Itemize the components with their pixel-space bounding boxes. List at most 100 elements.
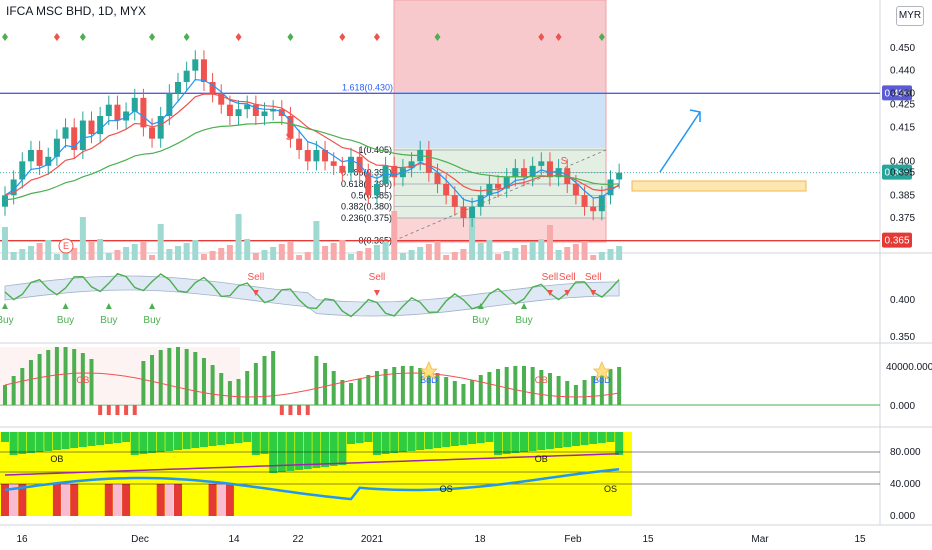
candle-body xyxy=(270,109,277,112)
candle-body xyxy=(313,150,320,162)
heat-bar-low xyxy=(217,484,226,516)
heat-bar xyxy=(182,432,191,449)
volume-bar xyxy=(546,225,553,260)
oscillator-bar xyxy=(98,405,103,415)
price-level-tag xyxy=(882,85,912,101)
candle-body xyxy=(287,116,294,139)
time-axis-label: 15 xyxy=(854,534,866,545)
price-axis-label: 0.400 xyxy=(890,156,915,167)
heat-bar xyxy=(468,432,477,444)
earnings-marker xyxy=(58,238,74,254)
oscillator-bar xyxy=(452,381,457,405)
signal-diamond xyxy=(53,33,60,41)
time-axis-label: 22 xyxy=(292,534,304,545)
candle-body xyxy=(503,177,510,189)
candle-body xyxy=(79,120,86,150)
oscillator-bar xyxy=(158,350,163,405)
oscillator-bar xyxy=(72,349,77,405)
heat-bar xyxy=(442,432,451,447)
signal-diamond xyxy=(149,33,156,41)
volume-bar xyxy=(131,244,138,260)
signal-diamond xyxy=(79,33,86,41)
volume-bar xyxy=(287,241,294,260)
oscillator-bar xyxy=(478,375,483,405)
oscillator-bar xyxy=(314,356,319,405)
candle-body xyxy=(88,120,95,135)
heat-bar-low xyxy=(156,484,165,516)
sell-arrow xyxy=(252,290,259,296)
candle-body xyxy=(425,150,432,173)
volume-bar xyxy=(451,252,458,260)
volume-layer xyxy=(2,211,623,260)
heat-bar xyxy=(61,432,70,449)
volume-bar xyxy=(27,246,34,260)
heat-bar-low xyxy=(208,484,217,516)
heat-bar xyxy=(597,432,606,443)
volume-bar xyxy=(590,255,597,260)
currency-button[interactable]: MYR xyxy=(896,6,924,26)
volume-bar xyxy=(244,239,251,260)
candle-body xyxy=(166,93,173,116)
oscillator-bar xyxy=(28,360,33,405)
candle-body xyxy=(460,206,467,218)
oscillator-bar xyxy=(54,347,59,405)
candle-body xyxy=(62,127,69,139)
volume-bar xyxy=(62,251,69,260)
heat-bar xyxy=(217,432,226,445)
stoch-annotation: OS xyxy=(440,484,453,494)
volume-bar xyxy=(356,251,363,260)
volume-bar xyxy=(572,244,579,260)
heat-bar xyxy=(321,432,330,467)
volume-bar xyxy=(443,255,450,260)
heat-bar xyxy=(571,432,580,446)
oscillator-bar xyxy=(176,347,180,405)
signal-diamond xyxy=(287,33,294,41)
heat-bar xyxy=(528,432,537,451)
heat-bar xyxy=(580,432,589,445)
sell-arrow xyxy=(373,290,380,296)
heat-bar xyxy=(35,432,44,452)
candle-body xyxy=(296,138,303,150)
oscillator-bar xyxy=(236,379,241,405)
heat-bar xyxy=(208,432,217,446)
candle-body xyxy=(131,97,138,112)
oscillator-bar xyxy=(617,367,622,405)
oscillator-bar xyxy=(444,377,449,405)
volume-bar xyxy=(434,241,441,260)
oscillator-bar xyxy=(392,367,397,405)
heat-bar xyxy=(390,432,399,453)
pane2-axis-label: 0.000 xyxy=(890,401,915,412)
volume-bar xyxy=(477,243,484,260)
candle-body xyxy=(218,93,225,105)
buy-arrow xyxy=(105,303,112,309)
resistance-box xyxy=(631,180,807,192)
volume-bar xyxy=(339,240,346,260)
heat-bar-low xyxy=(9,484,18,516)
candle-body xyxy=(590,206,597,212)
heat-bar xyxy=(554,432,563,448)
time-axis-label: 18 xyxy=(474,534,486,545)
heat-bar xyxy=(433,432,442,448)
heat-bar xyxy=(312,432,321,468)
volume-bar xyxy=(79,217,86,260)
signal-diamond xyxy=(235,33,242,41)
time-axis-label: Mar xyxy=(751,534,769,545)
heat-bar xyxy=(122,432,131,442)
buy-arrow xyxy=(2,303,8,309)
candle-body xyxy=(71,127,78,150)
oscillator-bar xyxy=(63,347,68,405)
candle-body xyxy=(36,150,43,166)
candle-body xyxy=(114,104,121,121)
oscillator-bar xyxy=(80,353,85,405)
oscillator-bar xyxy=(530,367,535,405)
oscillator-bar xyxy=(210,365,215,405)
oscillator-bar xyxy=(357,379,362,405)
oscillator-bar xyxy=(37,354,42,405)
oscillator-bar xyxy=(470,380,475,405)
heat-bar xyxy=(234,432,243,443)
oscillator-bar xyxy=(556,376,561,405)
volume-bar xyxy=(2,227,8,260)
time-axis-label: Dec xyxy=(131,534,149,545)
volume-bar xyxy=(252,253,259,260)
